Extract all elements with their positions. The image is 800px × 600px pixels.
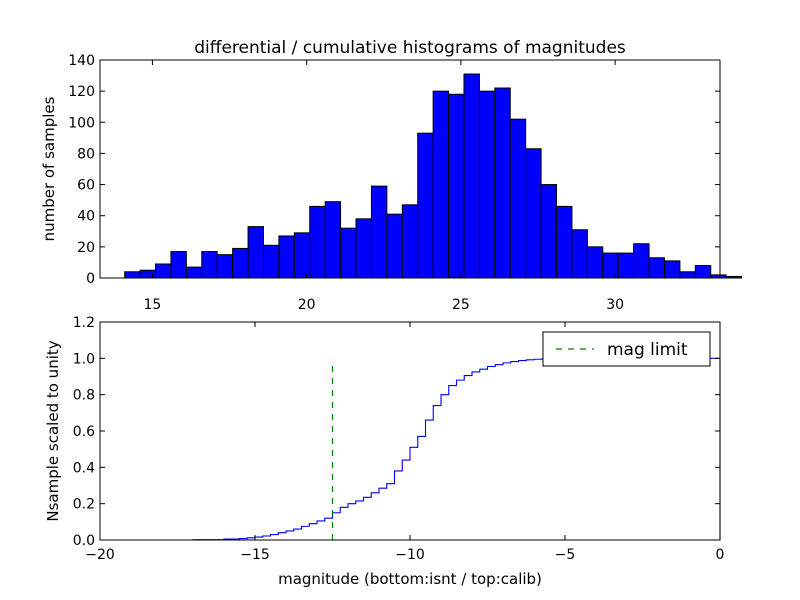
histogram-bar bbox=[648, 257, 665, 279]
histogram-bar bbox=[232, 247, 249, 279]
histogram-bar bbox=[540, 184, 558, 279]
histogram-bar bbox=[324, 201, 342, 279]
cumulative-x-tick-label: −15 bbox=[240, 547, 270, 563]
cumulative-x-tick-label: −20 bbox=[85, 547, 115, 563]
cumulative-y-axis-label: Nsample scaled to unity bbox=[44, 340, 62, 521]
histogram-y-tick-label: 60 bbox=[77, 178, 95, 194]
histogram-bar bbox=[525, 148, 542, 279]
cumulative-y-tick-label: 0.8 bbox=[73, 388, 95, 404]
histogram-bar bbox=[448, 93, 465, 279]
histogram-bar bbox=[309, 205, 326, 279]
histogram-y-axis-label: number of samples bbox=[40, 96, 58, 241]
histogram-axes-frame bbox=[99, 59, 721, 279]
histogram-ticks: 15 20 25 30 0 20 40 60 80 100 120 140 bbox=[68, 53, 720, 313]
histogram-bar bbox=[355, 218, 372, 279]
histogram-bar bbox=[262, 244, 280, 279]
histogram-y-tick-label: 100 bbox=[68, 115, 95, 131]
cumulative-y-tick-label: 0.2 bbox=[73, 497, 95, 513]
histogram-y-tick-label: 140 bbox=[68, 53, 95, 69]
chart-title: differential / cumulative histograms of … bbox=[194, 38, 626, 58]
histogram-bar bbox=[679, 271, 696, 279]
histogram-bars bbox=[124, 73, 743, 279]
histogram-bar bbox=[571, 229, 588, 279]
histogram-bar bbox=[185, 266, 203, 279]
histogram-x-tick-label: 20 bbox=[298, 297, 316, 313]
histogram-bar bbox=[633, 243, 650, 279]
histogram-bar bbox=[509, 118, 527, 279]
cumulative-y-tick-label: 1.0 bbox=[73, 351, 95, 367]
legend-mag-limit-label: mag limit bbox=[607, 340, 688, 360]
cumulative-lines bbox=[100, 357, 721, 541]
histogram-y-tick-label: 120 bbox=[68, 84, 95, 100]
histogram-bar bbox=[694, 265, 712, 279]
histogram-x-tick-label: 25 bbox=[452, 297, 470, 313]
histogram-bar bbox=[401, 204, 419, 279]
cumulative-panel: −20 −15 −10 −5 0 0.0 0.2 0.4 0.6 0.8 1.0 1.2 magnit… bbox=[44, 315, 724, 588]
legend: mag limit bbox=[542, 331, 711, 367]
histogram-bar bbox=[586, 246, 604, 279]
histogram-bar bbox=[725, 275, 743, 279]
histogram-bar bbox=[663, 260, 681, 279]
histogram-y-tick-label: 20 bbox=[77, 240, 95, 256]
histogram-bar bbox=[216, 254, 234, 279]
histogram-y-tick-label: 0 bbox=[86, 271, 95, 287]
histogram-bar bbox=[201, 251, 218, 279]
cumulative-y-tick-label: 0.6 bbox=[73, 424, 95, 440]
cumulative-y-tick-label: 0.4 bbox=[73, 460, 95, 476]
histogram-x-tick-label: 30 bbox=[606, 297, 624, 313]
histogram-bar bbox=[617, 252, 635, 279]
histogram-bar bbox=[170, 251, 187, 279]
histogram-bar bbox=[556, 205, 573, 279]
histogram-bar bbox=[386, 213, 403, 279]
histogram-bar bbox=[602, 252, 619, 279]
cumulative-x-tick-label: −5 bbox=[555, 547, 576, 563]
histogram-bar bbox=[340, 227, 357, 279]
histogram-bar bbox=[432, 90, 450, 279]
histogram-x-tick-label: 15 bbox=[144, 297, 162, 313]
cumulative-y-tick-label: 0.0 bbox=[73, 533, 95, 549]
histogram-bar bbox=[478, 90, 496, 279]
histogram-bar bbox=[417, 132, 434, 279]
cumulative-step-line bbox=[100, 357, 721, 541]
cumulative-y-tick-label: 1.2 bbox=[73, 315, 95, 331]
histogram-bar bbox=[370, 185, 388, 279]
histogram-bar bbox=[155, 263, 172, 279]
histogram-panel: differential / cumulative histograms of … bbox=[40, 38, 743, 313]
histogram-bar bbox=[278, 235, 295, 279]
histogram-bar bbox=[124, 271, 141, 279]
histogram-bar bbox=[463, 73, 480, 279]
cumulative-x-tick-label: −10 bbox=[395, 547, 425, 563]
cumulative-x-axis-label: magnitude (bottom:isnt / top:calib) bbox=[278, 570, 542, 588]
cumulative-x-tick-label: 0 bbox=[716, 547, 725, 563]
histogram-y-tick-label: 80 bbox=[77, 146, 95, 162]
histogram-bar bbox=[247, 226, 264, 279]
histogram-y-tick-label: 40 bbox=[77, 209, 95, 225]
histogram-bar bbox=[494, 87, 511, 279]
histogram-bar bbox=[293, 232, 311, 279]
cumulative-axes-frame bbox=[99, 321, 721, 541]
histogram-bar bbox=[139, 269, 157, 279]
